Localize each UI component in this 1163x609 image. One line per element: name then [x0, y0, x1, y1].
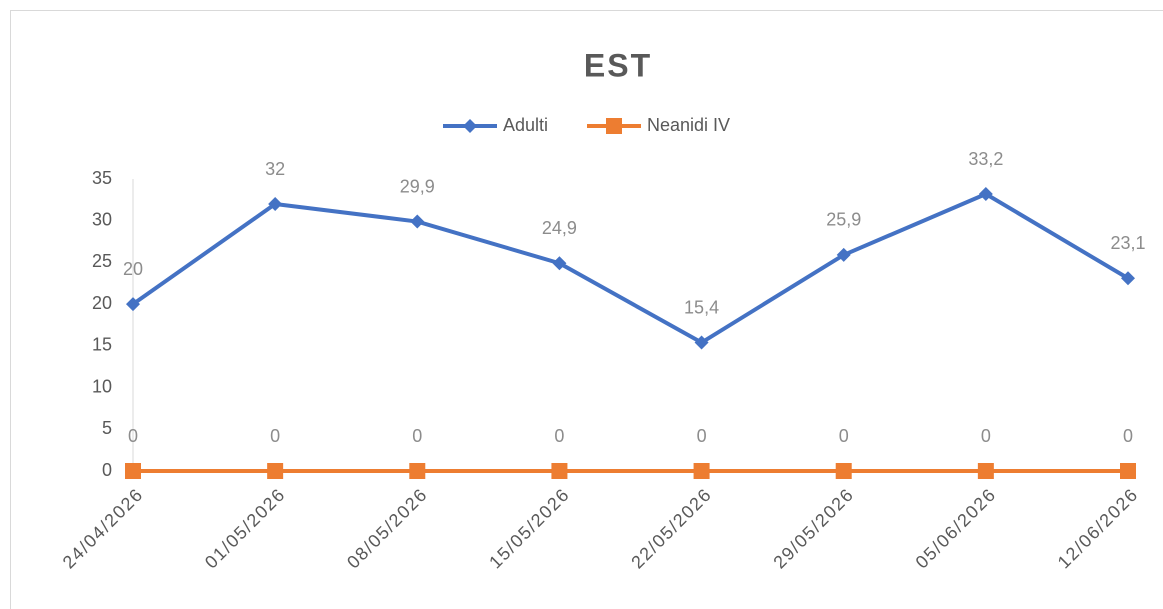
- point-marker: [835, 463, 852, 479]
- data-label: 20: [123, 259, 143, 279]
- legend-label: Adulti: [503, 115, 548, 135]
- point-marker: [1121, 271, 1135, 286]
- point-marker: [836, 247, 851, 262]
- point-marker: [1120, 463, 1136, 479]
- point-marker: [552, 256, 567, 271]
- point-marker: [977, 463, 994, 479]
- data-label: 0: [697, 426, 707, 446]
- chart-border: [10, 10, 1163, 609]
- legend-label: Neanidi IV: [647, 115, 730, 135]
- point-marker: [126, 297, 140, 312]
- point-marker: [694, 335, 709, 350]
- y-tick-label: 35: [92, 168, 112, 188]
- data-label: 33,2: [968, 149, 1003, 169]
- point-marker: [267, 463, 284, 479]
- point-marker: [978, 187, 993, 202]
- data-label: 25,9: [826, 210, 861, 230]
- data-label: 24,9: [542, 218, 577, 238]
- data-label: 23,1: [1110, 233, 1145, 253]
- legend-marker: [606, 118, 622, 134]
- data-label: 0: [270, 426, 280, 446]
- data-label: 0: [128, 426, 138, 446]
- point-marker: [693, 463, 710, 479]
- data-label: 0: [412, 426, 422, 446]
- y-tick-label: 25: [92, 251, 112, 271]
- y-tick-label: 15: [92, 335, 112, 355]
- point-marker: [551, 463, 568, 479]
- data-label: 32: [265, 159, 285, 179]
- series-line: [131, 192, 1130, 345]
- data-label: 0: [981, 426, 991, 446]
- y-tick-label: 5: [102, 418, 112, 438]
- point-marker: [268, 197, 283, 212]
- data-label: 29,9: [400, 176, 435, 196]
- data-label: 0: [554, 426, 564, 446]
- chart-title: EST: [584, 47, 652, 83]
- data-label: 15,4: [684, 297, 719, 317]
- legend-marker: [463, 119, 477, 133]
- point-marker: [125, 463, 141, 479]
- y-tick-label: 0: [102, 460, 112, 480]
- y-tick-label: 30: [92, 209, 112, 229]
- data-label: 0: [839, 426, 849, 446]
- point-marker: [410, 214, 425, 229]
- y-tick-label: 10: [92, 376, 112, 396]
- point-marker: [409, 463, 426, 479]
- data-label: 0: [1123, 426, 1133, 446]
- y-tick-label: 20: [92, 293, 112, 313]
